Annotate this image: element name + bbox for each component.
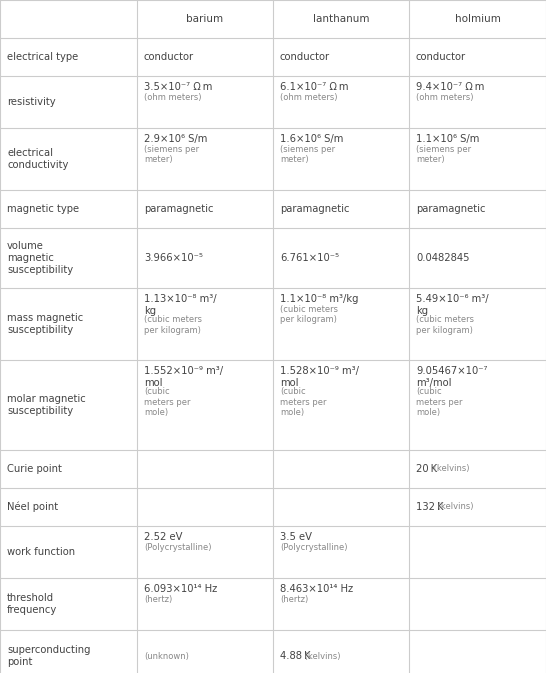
Text: 6.761×10⁻⁵: 6.761×10⁻⁵ bbox=[280, 253, 339, 263]
Text: Néel point: Néel point bbox=[7, 502, 58, 512]
Text: (kelvins): (kelvins) bbox=[431, 464, 470, 474]
Text: 2.9×10⁶ S/m: 2.9×10⁶ S/m bbox=[144, 134, 207, 144]
Text: (unknown): (unknown) bbox=[144, 651, 189, 660]
Text: paramagnetic: paramagnetic bbox=[280, 204, 349, 214]
Text: lanthanum: lanthanum bbox=[313, 14, 369, 24]
Text: 1.1×10⁻⁸ m³/kg: 1.1×10⁻⁸ m³/kg bbox=[280, 294, 359, 304]
Text: 2.52 eV: 2.52 eV bbox=[144, 532, 182, 542]
Text: (kelvins): (kelvins) bbox=[302, 651, 341, 660]
Text: barium: barium bbox=[186, 14, 223, 24]
Text: 1.528×10⁻⁹ m³/
mol: 1.528×10⁻⁹ m³/ mol bbox=[280, 366, 359, 388]
Text: threshold
frequency: threshold frequency bbox=[7, 593, 57, 615]
Text: 9.05467×10⁻⁷
m³/mol: 9.05467×10⁻⁷ m³/mol bbox=[416, 366, 488, 388]
Text: (siemens per
meter): (siemens per meter) bbox=[416, 145, 471, 164]
Text: superconducting
point: superconducting point bbox=[7, 645, 91, 667]
Text: (hertz): (hertz) bbox=[280, 595, 308, 604]
Text: conductor: conductor bbox=[280, 52, 330, 62]
Text: paramagnetic: paramagnetic bbox=[416, 204, 485, 214]
Text: 1.13×10⁻⁸ m³/
kg: 1.13×10⁻⁸ m³/ kg bbox=[144, 294, 217, 316]
Text: 132 K: 132 K bbox=[416, 502, 443, 512]
Text: resistivity: resistivity bbox=[7, 97, 56, 107]
Text: 3.5 eV: 3.5 eV bbox=[280, 532, 312, 542]
Text: conductor: conductor bbox=[416, 52, 466, 62]
Text: 6.1×10⁻⁷ Ω m: 6.1×10⁻⁷ Ω m bbox=[280, 82, 348, 92]
Text: paramagnetic: paramagnetic bbox=[144, 204, 213, 214]
Text: conductor: conductor bbox=[144, 52, 194, 62]
Text: (cubic
meters per
mole): (cubic meters per mole) bbox=[144, 387, 191, 417]
Text: 20 K: 20 K bbox=[416, 464, 437, 474]
Text: (cubic
meters per
mole): (cubic meters per mole) bbox=[280, 387, 327, 417]
Text: (ohm meters): (ohm meters) bbox=[280, 93, 337, 102]
Text: molar magnetic
susceptibility: molar magnetic susceptibility bbox=[7, 394, 86, 416]
Text: holmium: holmium bbox=[455, 14, 501, 24]
Text: electrical type: electrical type bbox=[7, 52, 78, 62]
Text: 6.093×10¹⁴ Hz: 6.093×10¹⁴ Hz bbox=[144, 584, 217, 594]
Text: (cubic meters
per kilogram): (cubic meters per kilogram) bbox=[416, 315, 474, 334]
Text: work function: work function bbox=[7, 547, 75, 557]
Text: 3.5×10⁻⁷ Ω m: 3.5×10⁻⁷ Ω m bbox=[144, 82, 212, 92]
Text: 3.966×10⁻⁵: 3.966×10⁻⁵ bbox=[144, 253, 203, 263]
Text: (cubic meters
per kilogram): (cubic meters per kilogram) bbox=[144, 315, 202, 334]
Text: mass magnetic
susceptibility: mass magnetic susceptibility bbox=[7, 313, 83, 334]
Text: Curie point: Curie point bbox=[7, 464, 62, 474]
Text: (cubic meters
per kilogram): (cubic meters per kilogram) bbox=[280, 305, 338, 324]
Text: 4.88 K: 4.88 K bbox=[280, 651, 311, 661]
Text: (kelvins): (kelvins) bbox=[435, 503, 473, 511]
Text: (hertz): (hertz) bbox=[144, 595, 172, 604]
Text: 1.1×10⁶ S/m: 1.1×10⁶ S/m bbox=[416, 134, 479, 144]
Text: 5.49×10⁻⁶ m³/
kg: 5.49×10⁻⁶ m³/ kg bbox=[416, 294, 489, 316]
Text: magnetic type: magnetic type bbox=[7, 204, 79, 214]
Text: (siemens per
meter): (siemens per meter) bbox=[280, 145, 335, 164]
Text: (Polycrystalline): (Polycrystalline) bbox=[280, 543, 347, 552]
Text: electrical
conductivity: electrical conductivity bbox=[7, 148, 68, 170]
Text: (cubic
meters per
mole): (cubic meters per mole) bbox=[416, 387, 462, 417]
Text: (Polycrystalline): (Polycrystalline) bbox=[144, 543, 211, 552]
Text: 1.552×10⁻⁹ m³/
mol: 1.552×10⁻⁹ m³/ mol bbox=[144, 366, 223, 388]
Text: (ohm meters): (ohm meters) bbox=[416, 93, 473, 102]
Text: 0.0482845: 0.0482845 bbox=[416, 253, 470, 263]
Text: 1.6×10⁶ S/m: 1.6×10⁶ S/m bbox=[280, 134, 343, 144]
Text: volume
magnetic
susceptibility: volume magnetic susceptibility bbox=[7, 242, 73, 275]
Text: (ohm meters): (ohm meters) bbox=[144, 93, 201, 102]
Text: (siemens per
meter): (siemens per meter) bbox=[144, 145, 199, 164]
Text: 8.463×10¹⁴ Hz: 8.463×10¹⁴ Hz bbox=[280, 584, 353, 594]
Text: 9.4×10⁻⁷ Ω m: 9.4×10⁻⁷ Ω m bbox=[416, 82, 484, 92]
